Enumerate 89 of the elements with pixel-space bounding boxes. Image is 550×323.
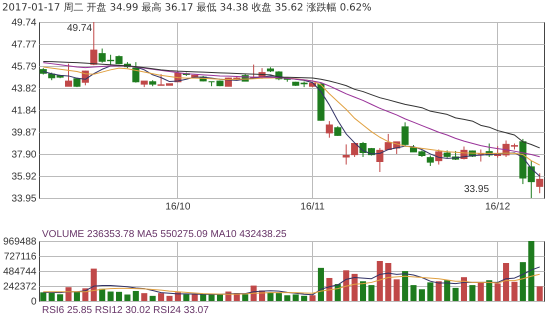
bar [284,295,290,301]
y-tick-label: 47.77 [11,39,37,50]
y-tick-label: 41.84 [11,106,37,117]
bar [242,294,248,301]
bar [436,281,442,301]
bar [166,296,173,301]
y-tick-label: 39.87 [11,128,37,139]
bar [494,283,501,301]
bar [385,262,392,301]
bar [343,270,350,301]
bar [460,277,468,301]
bar [208,294,215,301]
bar [520,262,526,301]
y-tick-label: 43.82 [11,83,37,94]
annotation: 33.95 [464,184,490,195]
bar [503,262,510,301]
x-tick-label: 16/11 [300,202,326,212]
bar [376,261,383,301]
bar [124,294,130,301]
bar [452,288,459,301]
y-tick-label: 969488 [3,236,37,248]
bar [150,296,156,301]
bar [216,294,224,301]
bar [99,288,106,301]
bar [427,282,434,301]
bar [352,274,358,301]
candlestick [326,120,333,138]
y-tick-label: 37.90 [11,149,37,160]
line-series [42,274,540,295]
candlestick [132,62,140,84]
bar [132,290,139,301]
bar [444,280,450,301]
bar [183,294,190,301]
y-tick-label: 45.79 [11,62,37,73]
bar [528,241,534,301]
chart-title: 2017-01-17 周二 开盘 34.99 最高 36.17 最低 34.38 收盘 35.62 涨跌幅 0.62% [2,2,372,14]
candlestick [65,63,72,87]
bar [116,292,122,301]
bar [360,281,366,301]
candlestick [342,144,350,166]
bar [200,294,206,301]
candlestick [90,22,98,66]
bar [469,285,476,301]
annotation: 49.74 [67,23,92,34]
bar [48,292,55,301]
bar [536,286,543,301]
candlestick [536,172,544,194]
bar [192,294,198,301]
bar [486,280,492,301]
candlestick [426,155,434,167]
bar [402,271,408,301]
line-series [42,266,540,296]
bar [66,287,72,301]
candlestick [376,147,384,173]
bar [292,294,299,301]
bar [74,292,80,301]
bar [108,292,114,301]
bar [394,279,400,301]
y-tick-label: 727116 [4,252,37,262]
bar [301,296,308,301]
bar [310,295,316,301]
bar [418,289,425,301]
bar [368,285,374,301]
y-tick-label: 242372 [3,282,37,292]
y-tick-label: 49.74 [11,18,37,28]
bar [326,278,332,301]
candlestick [351,142,358,158]
x-tick-label: 16/10 [165,202,191,212]
y-tick-label: 35.92 [11,172,37,183]
text: RSI6 25.85 RSI12 30.02 RSI24 33.07 [42,305,210,316]
bar [40,292,46,301]
bar [276,293,282,301]
bar [57,294,64,301]
bar [90,268,97,301]
bar [410,285,417,301]
bar [267,292,274,301]
x-tick-label: 16/12 [485,202,511,212]
bar [158,293,164,301]
bar [511,282,518,301]
bar [141,293,148,301]
bar [478,282,484,301]
candlestick [334,126,342,136]
candlestick [402,122,409,146]
text: VOLUME 236353.78 MA5 550275.09 MA10 432438.25 [42,229,288,240]
candlestick [477,149,484,162]
y-tick-label: 484744 [3,266,37,278]
y-tick-label: 0 [30,296,37,308]
bar [318,268,324,301]
y-tick-label: 33.95 [11,194,37,204]
